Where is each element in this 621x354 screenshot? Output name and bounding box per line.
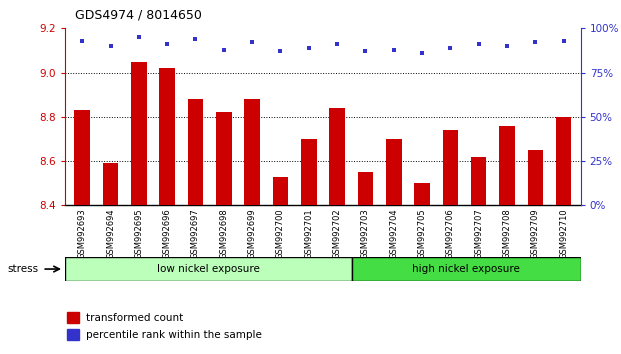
Bar [386, 139, 402, 205]
FancyBboxPatch shape [65, 257, 351, 281]
Point [106, 43, 116, 49]
Bar [160, 68, 175, 205]
Bar [244, 99, 260, 205]
Text: high nickel exposure: high nickel exposure [412, 264, 520, 274]
Point [530, 40, 540, 45]
Bar [556, 117, 571, 205]
Bar [75, 110, 90, 205]
Point [191, 36, 201, 42]
Bar [301, 139, 317, 205]
Point [134, 34, 144, 40]
Point [502, 43, 512, 49]
Point [77, 38, 87, 44]
Point [360, 48, 370, 54]
Text: percentile rank within the sample: percentile rank within the sample [86, 330, 261, 339]
Bar [188, 99, 203, 205]
Point [445, 45, 455, 51]
Bar [67, 329, 79, 340]
Point [162, 41, 172, 47]
Text: transformed count: transformed count [86, 313, 183, 322]
Text: low nickel exposure: low nickel exposure [157, 264, 260, 274]
Bar [131, 62, 147, 205]
Point [417, 50, 427, 56]
Bar [102, 163, 119, 205]
Point [219, 47, 229, 52]
Bar [216, 112, 232, 205]
FancyBboxPatch shape [351, 257, 581, 281]
Bar [358, 172, 373, 205]
Bar [329, 108, 345, 205]
Point [247, 40, 257, 45]
Bar [443, 130, 458, 205]
Text: GDS4974 / 8014650: GDS4974 / 8014650 [75, 9, 201, 22]
Point [474, 41, 484, 47]
Text: stress: stress [7, 264, 39, 274]
Bar [273, 177, 288, 205]
Point [389, 47, 399, 52]
Point [276, 48, 286, 54]
Point [332, 41, 342, 47]
Point [559, 38, 569, 44]
Bar [499, 126, 515, 205]
Bar [67, 312, 79, 323]
Bar [527, 150, 543, 205]
Bar [414, 183, 430, 205]
Bar [471, 157, 486, 205]
Point [304, 45, 314, 51]
